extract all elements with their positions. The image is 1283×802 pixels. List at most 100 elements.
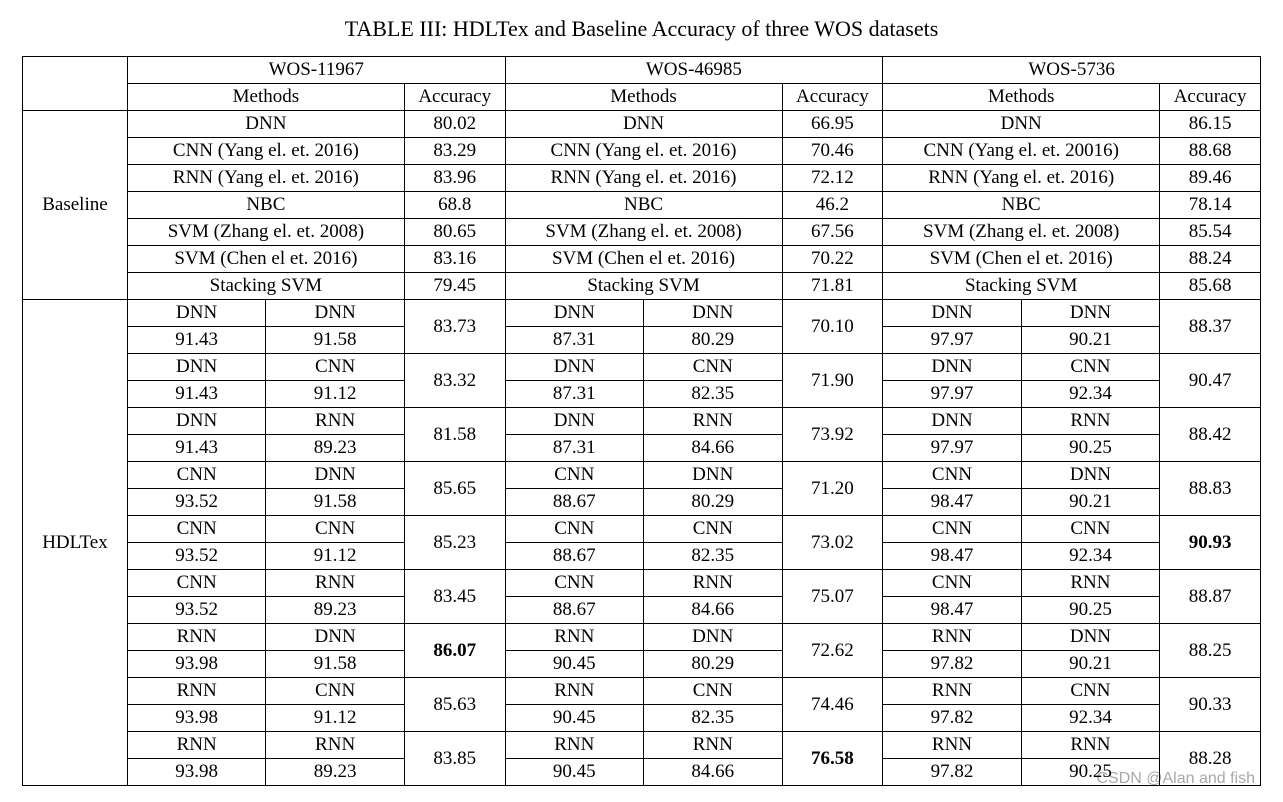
hdltex-method-a: RNN — [883, 732, 1021, 759]
hdltex-score-b: 84.66 — [644, 759, 782, 786]
baseline-accuracy: 70.46 — [782, 138, 883, 165]
hdltex-method-b: DNN — [266, 462, 404, 489]
hdltex-method-a: RNN — [883, 624, 1021, 651]
baseline-accuracy: 88.68 — [1160, 138, 1261, 165]
hdltex-method-b: CNN — [644, 516, 782, 543]
hdltex-score-a: 97.97 — [883, 435, 1021, 462]
hdltex-method-a: CNN — [505, 570, 643, 597]
hdltex-method-a: DNN — [505, 300, 643, 327]
baseline-method: SVM (Zhang el. et. 2008) — [505, 219, 782, 246]
hdltex-method-b: RNN — [1021, 408, 1159, 435]
hdltex-accuracy: 90.93 — [1160, 516, 1261, 570]
hdltex-accuracy: 86.07 — [404, 624, 505, 678]
baseline-accuracy: 72.12 — [782, 165, 883, 192]
hdltex-accuracy: 75.07 — [782, 570, 883, 624]
accuracy-header: Accuracy — [782, 84, 883, 111]
baseline-method: DNN — [883, 111, 1160, 138]
hdltex-score-a: 88.67 — [505, 543, 643, 570]
hdltex-method-a: DNN — [127, 300, 265, 327]
hdltex-method-a: RNN — [127, 732, 265, 759]
accuracy-header: Accuracy — [1160, 84, 1261, 111]
dataset-header: WOS-11967 — [127, 57, 505, 84]
hdltex-score-b: 82.35 — [644, 543, 782, 570]
hdltex-method-b: RNN — [1021, 732, 1159, 759]
methods-header: Methods — [505, 84, 782, 111]
baseline-accuracy: 79.45 — [404, 273, 505, 300]
hdltex-method-b: RNN — [266, 570, 404, 597]
baseline-accuracy: 46.2 — [782, 192, 883, 219]
hdltex-method-b: DNN — [644, 300, 782, 327]
hdltex-score-a: 93.52 — [127, 597, 265, 624]
hdltex-method-a: RNN — [127, 624, 265, 651]
hdltex-method-b: DNN — [644, 624, 782, 651]
hdltex-method-a: CNN — [127, 462, 265, 489]
hdltex-score-a: 98.47 — [883, 597, 1021, 624]
dataset-header: WOS-46985 — [505, 57, 883, 84]
baseline-accuracy: 88.24 — [1160, 246, 1261, 273]
hdltex-score-a: 88.67 — [505, 597, 643, 624]
hdltex-accuracy: 70.10 — [782, 300, 883, 354]
baseline-accuracy: 78.14 — [1160, 192, 1261, 219]
hdltex-score-a: 98.47 — [883, 543, 1021, 570]
hdltex-method-b: DNN — [1021, 300, 1159, 327]
baseline-method: NBC — [127, 192, 404, 219]
hdltex-score-b: 92.34 — [1021, 705, 1159, 732]
hdltex-score-a: 93.98 — [127, 705, 265, 732]
hdltex-score-b: 92.34 — [1021, 543, 1159, 570]
baseline-accuracy: 83.96 — [404, 165, 505, 192]
hdltex-method-b: RNN — [266, 408, 404, 435]
baseline-accuracy: 66.95 — [782, 111, 883, 138]
hdltex-score-a: 87.31 — [505, 327, 643, 354]
hdltex-method-b: CNN — [1021, 354, 1159, 381]
hdltex-score-b: 84.66 — [644, 597, 782, 624]
baseline-accuracy: 85.54 — [1160, 219, 1261, 246]
hdltex-method-a: RNN — [883, 678, 1021, 705]
baseline-method: CNN (Yang el. et. 2016) — [127, 138, 404, 165]
hdltex-score-b: 80.29 — [644, 651, 782, 678]
baseline-method: NBC — [505, 192, 782, 219]
dataset-header: WOS-5736 — [883, 57, 1261, 84]
hdltex-method-b: DNN — [1021, 624, 1159, 651]
results-table: WOS-11967WOS-46985WOS-5736MethodsAccurac… — [22, 56, 1261, 786]
hdltex-score-b: 89.23 — [266, 597, 404, 624]
hdltex-score-b: 91.12 — [266, 381, 404, 408]
hdltex-accuracy: 71.90 — [782, 354, 883, 408]
hdltex-method-a: CNN — [127, 516, 265, 543]
hdltex-method-a: DNN — [127, 408, 265, 435]
baseline-method: SVM (Chen el et. 2016) — [127, 246, 404, 273]
hdltex-method-b: CNN — [644, 354, 782, 381]
baseline-accuracy: 70.22 — [782, 246, 883, 273]
hdltex-score-a: 87.31 — [505, 381, 643, 408]
baseline-method: DNN — [505, 111, 782, 138]
hdltex-score-b: 91.58 — [266, 651, 404, 678]
hdltex-accuracy: 90.33 — [1160, 678, 1261, 732]
hdltex-method-a: DNN — [883, 300, 1021, 327]
hdltex-method-b: DNN — [644, 462, 782, 489]
hdltex-score-b: 91.58 — [266, 489, 404, 516]
hdltex-accuracy: 83.32 — [404, 354, 505, 408]
hdltex-score-a: 97.82 — [883, 759, 1021, 786]
baseline-accuracy: 85.68 — [1160, 273, 1261, 300]
hdltex-accuracy: 88.25 — [1160, 624, 1261, 678]
hdltex-score-b: 89.23 — [266, 759, 404, 786]
baseline-accuracy: 89.46 — [1160, 165, 1261, 192]
baseline-method: SVM (Chen el et. 2016) — [883, 246, 1160, 273]
baseline-method: SVM (Zhang el. et. 2008) — [883, 219, 1160, 246]
hdltex-accuracy: 83.73 — [404, 300, 505, 354]
hdltex-score-a: 97.82 — [883, 651, 1021, 678]
hdltex-method-a: DNN — [127, 354, 265, 381]
baseline-method: RNN (Yang el. et. 2016) — [505, 165, 782, 192]
hdltex-score-a: 93.98 — [127, 759, 265, 786]
baseline-accuracy: 80.02 — [404, 111, 505, 138]
hdltex-method-b: DNN — [1021, 462, 1159, 489]
hdltex-method-b: CNN — [644, 678, 782, 705]
hdltex-accuracy: 90.47 — [1160, 354, 1261, 408]
hdltex-accuracy: 81.58 — [404, 408, 505, 462]
hdltex-score-b: 90.25 — [1021, 435, 1159, 462]
hdltex-score-a: 93.52 — [127, 543, 265, 570]
baseline-method: SVM (Zhang el. et. 2008) — [127, 219, 404, 246]
hdltex-score-a: 93.98 — [127, 651, 265, 678]
hdltex-method-b: RNN — [1021, 570, 1159, 597]
hdltex-method-a: CNN — [883, 570, 1021, 597]
baseline-method: CNN (Yang el. et. 20016) — [883, 138, 1160, 165]
